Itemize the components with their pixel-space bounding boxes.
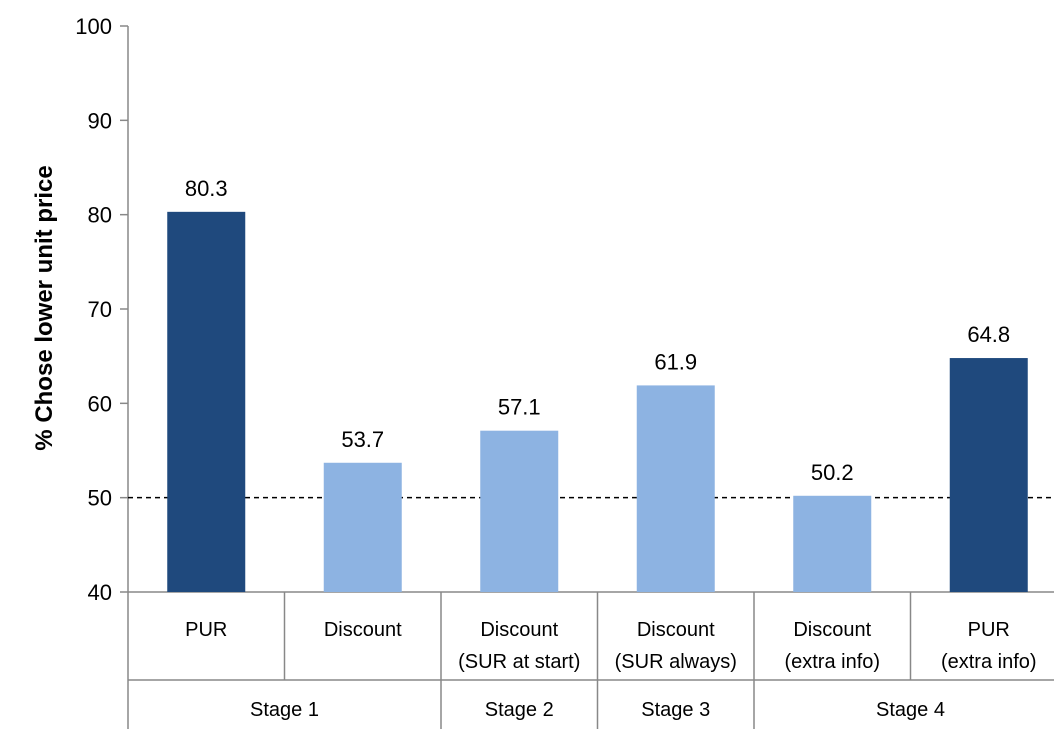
data-label: 61.9 xyxy=(654,349,697,374)
y-tick-label: 60 xyxy=(88,391,112,416)
y-tick-label: 80 xyxy=(88,203,112,228)
data-label: 57.1 xyxy=(498,395,541,420)
data-label: 53.7 xyxy=(341,427,384,452)
data-label: 50.2 xyxy=(811,460,854,485)
stage-label: Stage 1 xyxy=(250,699,319,721)
category-label: Discount xyxy=(324,619,402,641)
category-label-line2: (SUR always) xyxy=(615,651,737,673)
category-label-line2: (extra info) xyxy=(941,651,1037,673)
bar xyxy=(323,462,402,592)
bar xyxy=(636,385,715,592)
category-label-line2: (SUR at start) xyxy=(458,651,580,673)
y-tick-label: 100 xyxy=(75,14,112,39)
data-label: 80.3 xyxy=(185,176,228,201)
category-label: Discount xyxy=(480,619,558,641)
category-label: PUR xyxy=(185,619,227,641)
y-axis-title: % Chose lower unit price xyxy=(31,165,58,450)
bar xyxy=(949,358,1028,592)
category-label: Discount xyxy=(637,619,715,641)
data-label: 64.8 xyxy=(967,322,1010,347)
stage-label: Stage 3 xyxy=(641,699,710,721)
category-label: PUR xyxy=(968,619,1010,641)
category-label: Discount xyxy=(793,619,871,641)
bar xyxy=(167,211,246,592)
stage-label: Stage 2 xyxy=(485,699,554,721)
y-tick-label: 50 xyxy=(88,486,112,511)
bar xyxy=(480,430,559,592)
stage-label: Stage 4 xyxy=(876,699,945,721)
y-tick-label: 40 xyxy=(88,580,112,605)
y-tick-label: 90 xyxy=(88,108,112,133)
bar xyxy=(793,495,872,592)
category-label-line2: (extra info) xyxy=(784,651,880,673)
y-tick-label: 70 xyxy=(88,297,112,322)
